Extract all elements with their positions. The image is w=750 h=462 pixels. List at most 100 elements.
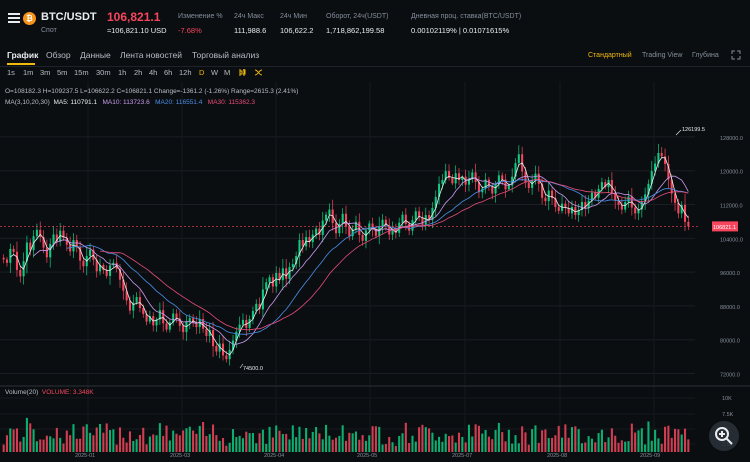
volume-value: VOLUME: 3.348K bbox=[41, 389, 94, 396]
volume-bar bbox=[198, 425, 201, 452]
candle-body bbox=[128, 300, 131, 311]
volume-bar bbox=[95, 427, 98, 452]
volume-bar bbox=[577, 429, 580, 452]
interval-2h[interactable]: 2h bbox=[134, 68, 143, 77]
candle-body bbox=[202, 319, 205, 329]
volume-bar bbox=[308, 438, 311, 452]
interval-w[interactable]: W bbox=[211, 68, 219, 77]
volume-bar bbox=[92, 435, 95, 452]
volume-bar bbox=[650, 440, 653, 452]
candle-body bbox=[381, 219, 384, 227]
interval-m[interactable]: M bbox=[224, 68, 231, 77]
volume-bar bbox=[624, 441, 627, 452]
volume-bars bbox=[2, 417, 690, 452]
stat-value: 1,718,862,199.58 bbox=[326, 26, 385, 35]
volume-bar bbox=[321, 439, 324, 452]
stat-label: Оборот, 24ч(USDT) bbox=[326, 13, 389, 20]
interval-5m[interactable]: 5m bbox=[57, 68, 68, 77]
candle-body bbox=[674, 193, 677, 203]
volume-bar bbox=[524, 432, 527, 452]
volume-bar bbox=[62, 443, 65, 452]
tab-chart[interactable]: График bbox=[7, 50, 39, 60]
stat-value: 0.00102119% | 0.01071615% bbox=[411, 26, 510, 35]
view-depth[interactable]: Глубина bbox=[692, 52, 719, 59]
interval-15m[interactable]: 15m bbox=[74, 68, 89, 77]
interval-6h[interactable]: 6h bbox=[164, 68, 173, 77]
interval-3m[interactable]: 3m bbox=[40, 68, 51, 77]
candle-body bbox=[295, 256, 298, 265]
volume-bar bbox=[481, 433, 484, 452]
candle-body bbox=[517, 154, 520, 164]
price-chart[interactable]: 72000.0 80000.0 88000.0 96000.0 104000.0 1120… bbox=[0, 82, 750, 462]
stat-change: Изменение % -7.68% bbox=[178, 13, 223, 35]
volume-bar bbox=[647, 421, 650, 452]
volume-bar bbox=[544, 429, 547, 452]
menu-icon[interactable] bbox=[8, 13, 20, 23]
candle-body bbox=[677, 202, 680, 214]
candle-body bbox=[255, 303, 258, 312]
candle-body bbox=[680, 204, 683, 214]
interval-d[interactable]: D bbox=[199, 68, 205, 77]
candle-body bbox=[188, 318, 191, 322]
volume-bar bbox=[49, 436, 52, 452]
volume-bar bbox=[251, 432, 254, 452]
volume-legend: Volume(20) VOLUME: 3.348K bbox=[5, 389, 94, 396]
volume-bar bbox=[99, 423, 102, 452]
interval-12h[interactable]: 12h bbox=[179, 68, 192, 77]
volume-bar bbox=[128, 431, 131, 452]
candle-body bbox=[182, 325, 185, 333]
candle-body bbox=[231, 340, 235, 350]
candle-body bbox=[341, 213, 344, 224]
volume-bar bbox=[138, 434, 141, 452]
tab-data[interactable]: Данные bbox=[80, 50, 111, 60]
candle-body bbox=[102, 264, 105, 271]
candle-type-icon[interactable] bbox=[238, 68, 247, 77]
volume-bar bbox=[278, 430, 281, 452]
candle-body bbox=[574, 207, 577, 216]
volume-bar bbox=[501, 432, 504, 452]
candle-body bbox=[667, 163, 670, 180]
candle-body bbox=[547, 190, 550, 202]
candle-body bbox=[195, 322, 198, 328]
indicators-icon[interactable] bbox=[254, 68, 263, 77]
view-tradingview[interactable]: Trading View bbox=[642, 52, 683, 59]
volume-bar bbox=[364, 440, 367, 452]
candle-body bbox=[428, 215, 431, 221]
interval-30m[interactable]: 30m bbox=[96, 68, 111, 77]
candle-body bbox=[531, 180, 534, 189]
volume-bar bbox=[587, 436, 590, 452]
price-tick-label: 128000.0 bbox=[720, 136, 743, 142]
fullscreen-icon[interactable] bbox=[731, 50, 741, 60]
candle-body bbox=[268, 277, 271, 283]
candle-body bbox=[467, 178, 471, 185]
candle-body bbox=[627, 196, 630, 202]
interval-1h[interactable]: 1h bbox=[118, 68, 127, 77]
volume-bar bbox=[660, 443, 663, 452]
zoom-magnifier-icon[interactable] bbox=[708, 420, 740, 452]
volume-bar bbox=[202, 421, 205, 452]
candle-body bbox=[212, 330, 215, 347]
trading-pair-title[interactable]: BTC/USDT bbox=[41, 11, 97, 23]
candle-body bbox=[414, 211, 417, 221]
volume-bar bbox=[431, 432, 434, 452]
candle-body bbox=[471, 172, 474, 179]
volume-bar bbox=[371, 426, 374, 452]
interval-1m[interactable]: 1m bbox=[23, 68, 34, 77]
volume-bar bbox=[142, 427, 145, 452]
volume-bar bbox=[331, 439, 334, 452]
candle-body bbox=[564, 203, 567, 208]
volume-bar bbox=[401, 433, 404, 452]
ma-title: MA(3,10,20,30) bbox=[5, 99, 50, 106]
candle-body bbox=[298, 240, 301, 257]
tab-trading-analysis[interactable]: Торговый анализ bbox=[192, 50, 260, 60]
candle-body bbox=[614, 193, 617, 201]
view-standard[interactable]: Стандартный bbox=[588, 52, 632, 59]
tab-news-feed[interactable]: Лента новостей bbox=[120, 50, 182, 60]
volume-bar bbox=[221, 437, 225, 452]
tab-overview[interactable]: Обзор bbox=[46, 50, 71, 60]
interval-4h[interactable]: 4h bbox=[149, 68, 158, 77]
ma10-value: MA10: 113723.6 bbox=[102, 99, 150, 106]
interval-1s[interactable]: 1s bbox=[7, 68, 15, 77]
price-tick-label: 80000.0 bbox=[720, 339, 740, 345]
candle-body bbox=[570, 207, 574, 214]
